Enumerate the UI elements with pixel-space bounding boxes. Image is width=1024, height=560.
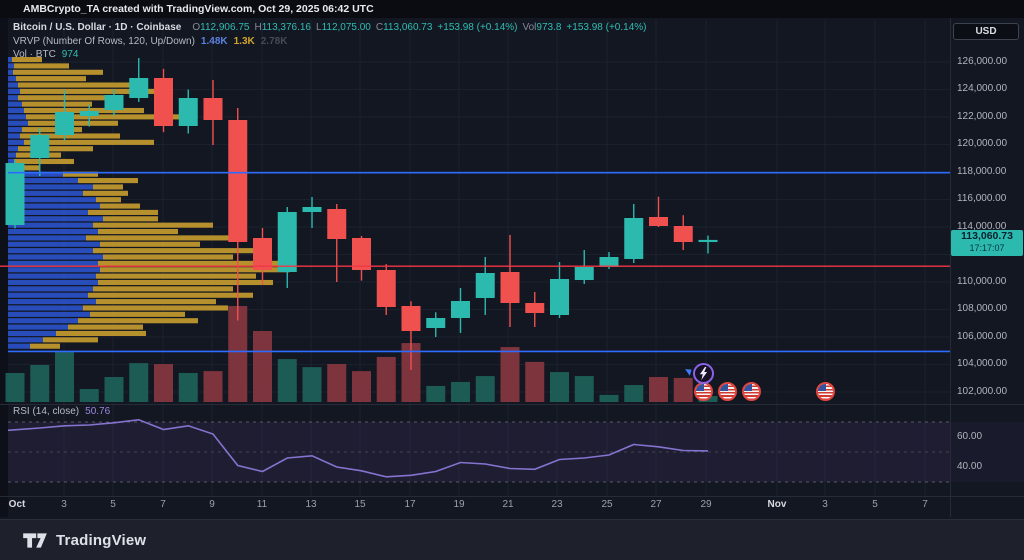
close-value: 113,060.73 (383, 22, 433, 33)
last-price: 113,060.73 (961, 230, 1013, 242)
vrvp-value-3: 2.78K (260, 35, 288, 47)
economic-event-flag-icon[interactable] (741, 381, 761, 401)
volume-bars (5, 306, 718, 402)
time-axis-label: 29 (700, 499, 712, 510)
price-axis-label: 106,000.00 (957, 331, 1008, 342)
economic-event-flag-icon[interactable] (693, 381, 713, 401)
time-axis-label: 9 (209, 499, 215, 510)
low-value: 112,075.00 (321, 22, 371, 33)
close-label: C (375, 22, 384, 33)
time-axis-label: 7 (922, 499, 928, 510)
time-axis-label: Nov (767, 499, 787, 510)
time-axis-label: 3 (61, 499, 67, 510)
time-axis-label: 13 (305, 499, 317, 510)
rsi-line (7, 418, 709, 478)
time-axis-label: 23 (551, 499, 563, 510)
legend-volume-row[interactable]: Vol · BTC 974 (13, 48, 646, 62)
price-axis-label: 118,000.00 (957, 166, 1007, 177)
low-label: L (316, 22, 322, 33)
open-value: 112,906.75 (200, 22, 250, 33)
volume-indicator-title[interactable]: Vol · BTC (13, 49, 56, 60)
vrvp-indicator-title[interactable]: VRVP (Number Of Rows, 120, Up/Down) (13, 35, 195, 47)
vrvp-value-1: 1.48K (200, 35, 228, 47)
watermark-bar: AMBCrypto_TA created with TradingView.co… (0, 0, 1024, 18)
economic-event-flag-icon[interactable] (815, 381, 835, 401)
time-axis-label: 21 (502, 499, 514, 510)
rsi-band (8, 421, 1024, 483)
price-axis-label: 40.00 (957, 461, 983, 472)
time-axis-label: 5 (872, 499, 878, 510)
price-axis-label: 126,000.00 (957, 56, 1008, 67)
vrvp-value-2: 1.3K (233, 35, 255, 47)
time-axis-label: 15 (354, 499, 366, 510)
high-label: H (254, 22, 262, 33)
time-axis-label: 11 (256, 499, 268, 510)
volume-value: 973.8 (536, 22, 562, 33)
time-axis-label: Oct (8, 499, 26, 510)
rsi-current-value: 50.76 (85, 406, 111, 417)
price-axis-label: 108,000.00 (957, 303, 1008, 314)
footer-bar: TradingView (0, 519, 1024, 560)
volume-profile (8, 57, 290, 349)
change-value: +153.98 (+0.14%) (437, 22, 518, 33)
volume-label: Vol (522, 22, 537, 33)
price-axis-label: 104,000.00 (957, 358, 1008, 369)
separators (0, 18, 1024, 517)
volume-indicator-value: 974 (61, 49, 79, 60)
price-axis-label: 124,000.00 (957, 83, 1008, 94)
level-lines (0, 171, 950, 353)
price-axis-label: 60.00 (957, 431, 983, 442)
price-axis-label: 114,000.00 (957, 221, 1007, 232)
rsi-plot (7, 418, 709, 478)
price-axis-label: 110,000.00 (957, 276, 1007, 287)
open-label: O (192, 22, 201, 33)
tradingview-logo-icon[interactable] (22, 531, 48, 550)
flag-canton (719, 383, 729, 391)
time-axis-label: 7 (160, 499, 166, 510)
time-axis-label: 25 (601, 499, 613, 510)
flag-canton (695, 383, 705, 391)
rsi-indicator-title[interactable]: RSI (14, close) (13, 406, 80, 417)
price-axis-label: 120,000.00 (957, 138, 1008, 149)
legend-symbol-row[interactable]: Bitcoin / U.S. Dollar · 1D · Coinbase O11… (13, 21, 646, 35)
legend-vrvp-row[interactable]: VRVP (Number Of Rows, 120, Up/Down) 1.48K… (13, 35, 646, 49)
bar-countdown: 17:17:07 (969, 243, 1005, 253)
watermark-text: AMBCrypto_TA created with TradingView.co… (23, 3, 374, 15)
time-axis-label: 27 (650, 499, 662, 510)
currency-toggle-button[interactable]: USD (953, 23, 1019, 40)
symbol-title[interactable]: Bitcoin / U.S. Dollar · 1D · Coinbase (13, 22, 182, 33)
price-axis-label: 122,000.00 (957, 111, 1008, 122)
economic-event-flag-icon[interactable] (717, 381, 737, 401)
lightning-event-icon[interactable] (692, 362, 714, 384)
brand-name[interactable]: TradingView (56, 531, 147, 549)
price-axis-label: 116,000.00 (957, 193, 1007, 204)
price-axis-label: 102,000.00 (957, 386, 1008, 397)
legend: Bitcoin / U.S. Dollar · 1D · Coinbase O11… (13, 21, 646, 62)
time-axis-label: 19 (453, 499, 465, 510)
rsi-legend-row[interactable]: RSI (14, close) 50.76 (13, 406, 110, 417)
time-axis-label: 3 (822, 499, 828, 510)
time-axis-label: 5 (110, 499, 116, 510)
change-value-repeat: +153.98 (+0.14%) (566, 22, 647, 33)
last-price-badge[interactable]: 113,060.73 17:17:07 (951, 230, 1023, 256)
time-axis-label: 17 (404, 499, 416, 510)
flag-canton (743, 383, 753, 391)
flag-canton (817, 383, 827, 391)
candlesticks (5, 57, 718, 370)
high-value: 113,376.16 (261, 22, 311, 33)
